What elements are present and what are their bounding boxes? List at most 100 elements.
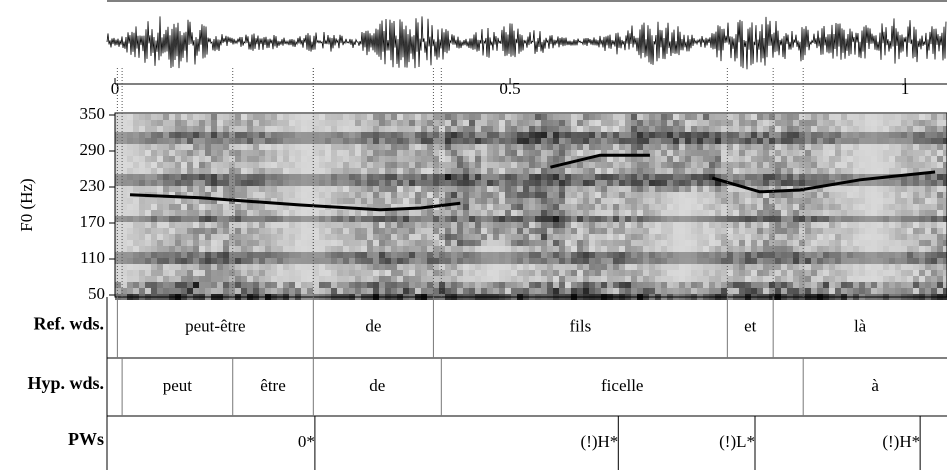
- spectrogram-cell: [379, 282, 385, 288]
- spectrogram-cell: [487, 132, 493, 138]
- spectrogram-cell: [211, 282, 217, 288]
- spectrogram-cell: [193, 192, 199, 198]
- spectrogram-cell: [721, 204, 727, 210]
- spectrogram-cell: [229, 204, 235, 210]
- spectrogram-cell: [757, 126, 763, 132]
- spectrogram-cell: [283, 114, 289, 120]
- spectrogram-cell: [805, 264, 811, 270]
- spectrogram-cell: [727, 204, 733, 210]
- spectrogram-cell: [943, 186, 947, 192]
- spectrogram-cell: [349, 114, 355, 120]
- spectrogram-cell: [757, 210, 763, 216]
- spectrogram-cell: [781, 144, 787, 150]
- spectrogram-cell: [397, 282, 403, 288]
- spectrogram-cell: [127, 264, 133, 270]
- spectrogram-cell: [211, 192, 217, 198]
- spectrogram-cell: [451, 252, 457, 258]
- spectrogram-cell: [115, 186, 121, 192]
- spectrogram-cell: [895, 114, 901, 120]
- spectrogram-cell: [811, 114, 817, 120]
- spectrogram-cell: [553, 216, 559, 222]
- spectrogram-cell: [841, 252, 847, 258]
- spectrogram-cell: [403, 186, 409, 192]
- spectrogram-cell: [301, 222, 307, 228]
- spectrogram-cell: [151, 234, 157, 240]
- spectrogram-cell: [379, 252, 385, 258]
- spectrogram-cell: [757, 276, 763, 282]
- spectrogram-cell: [313, 126, 319, 132]
- spectrogram-cell: [319, 246, 325, 252]
- spectrogram-cell: [577, 198, 583, 204]
- spectrogram-cell: [607, 198, 613, 204]
- spectrogram-cell: [607, 216, 613, 222]
- spectrogram-cell: [415, 270, 421, 276]
- spectrogram-cell: [919, 240, 925, 246]
- spectrogram-cell: [433, 264, 439, 270]
- spectrogram-cell: [313, 240, 319, 246]
- spectrogram-cell: [253, 162, 259, 168]
- spectrogram-cell: [769, 252, 775, 258]
- spectrogram-cell: [829, 168, 835, 174]
- spectrogram-cell: [661, 132, 667, 138]
- spectrogram-cell: [529, 222, 535, 228]
- spectrogram-cell: [133, 228, 139, 234]
- spectrogram-cell: [739, 258, 745, 264]
- spectrogram-cell: [751, 120, 757, 126]
- spectrogram-cell: [739, 180, 745, 186]
- spectrogram-cell: [463, 210, 469, 216]
- spectrogram-cell: [499, 144, 505, 150]
- spectrogram-cell: [835, 144, 841, 150]
- spectrogram-cell: [499, 198, 505, 204]
- x-tick-label: 1: [901, 79, 910, 98]
- spectrogram-cell: [547, 138, 553, 144]
- spectrogram-cell: [907, 264, 913, 270]
- spectrogram-cell: [763, 246, 769, 252]
- spectrogram-cell: [385, 270, 391, 276]
- spectrogram-cell: [133, 282, 139, 288]
- spectrogram-cell: [151, 114, 157, 120]
- spectrogram-cell: [337, 156, 343, 162]
- spectrogram-cell: [805, 162, 811, 168]
- spectrogram-cell: [253, 186, 259, 192]
- spectrogram-cell: [397, 132, 403, 138]
- spectrogram-cell: [175, 222, 181, 228]
- spectrogram-cell: [883, 138, 889, 144]
- spectrogram-cell: [487, 246, 493, 252]
- spectrogram-cell: [559, 150, 565, 156]
- spectrogram-cell: [871, 156, 877, 162]
- spectrogram-cell: [169, 276, 175, 282]
- spectrogram-cell: [811, 234, 817, 240]
- spectrogram-cell: [505, 132, 511, 138]
- spectrogram-cell: [397, 180, 403, 186]
- spectrogram-cell: [337, 180, 343, 186]
- spectrogram-cell: [115, 180, 121, 186]
- spectrogram-cell: [499, 150, 505, 156]
- spectrogram-cell: [175, 186, 181, 192]
- spectrogram-cell: [787, 120, 793, 126]
- spectrogram-cell: [505, 114, 511, 120]
- spectrogram-cell: [181, 270, 187, 276]
- spectrogram-cell: [541, 216, 547, 222]
- spectrogram-cell: [937, 222, 943, 228]
- spectrogram-cell: [907, 168, 913, 174]
- spectrogram-cell: [637, 120, 643, 126]
- spectrogram-cell: [619, 288, 625, 294]
- spectrogram-cell: [331, 138, 337, 144]
- spectrogram-cell: [733, 288, 739, 294]
- spectrogram-cell: [523, 246, 529, 252]
- spectrogram-cell: [193, 258, 199, 264]
- spectrogram-cell: [517, 192, 523, 198]
- spectrogram-cell: [163, 210, 169, 216]
- spectrogram-cell: [859, 186, 865, 192]
- spectrogram-cell: [493, 180, 499, 186]
- spectrogram-cell: [553, 210, 559, 216]
- spectrogram-cell: [361, 228, 367, 234]
- spectrogram-cell: [241, 120, 247, 126]
- spectrogram-cell: [667, 264, 673, 270]
- spectrogram-cell: [319, 270, 325, 276]
- spectrogram-cell: [919, 162, 925, 168]
- spectrogram-cell: [433, 114, 439, 120]
- spectrogram-cell: [649, 204, 655, 210]
- spectrogram-cell: [289, 270, 295, 276]
- spectrogram-cell: [571, 114, 577, 120]
